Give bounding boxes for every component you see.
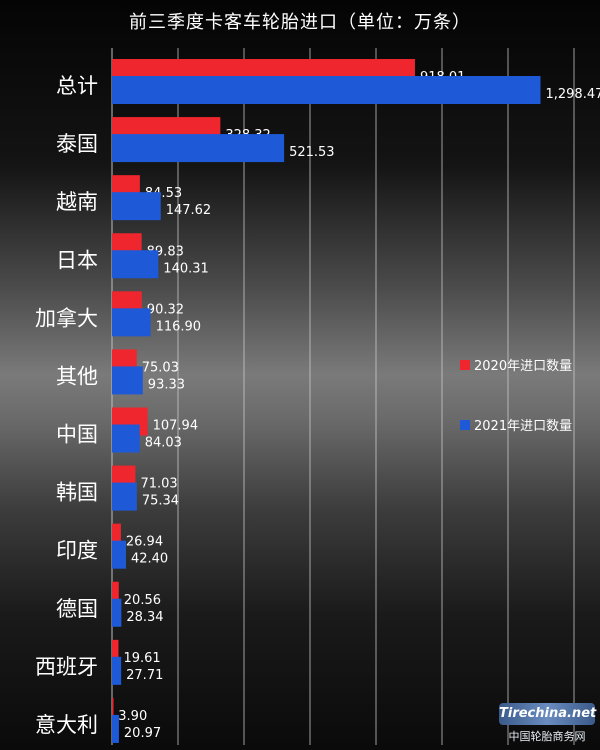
data-label: 93.33 xyxy=(148,377,185,392)
watermark-text: 中国轮胎商务网 xyxy=(508,730,586,743)
legend-item-2021: 2021年进口数量 xyxy=(460,415,572,434)
bar-2021 xyxy=(112,366,143,395)
category-label: 加拿大 xyxy=(35,306,98,330)
data-label: 26.94 xyxy=(126,535,163,550)
data-label: 140.31 xyxy=(163,261,209,276)
bar-2021 xyxy=(112,540,126,569)
legend-label-2020: 2020年进口数量 xyxy=(474,359,573,374)
legend-label-2021: 2021年进口数量 xyxy=(474,419,573,434)
bar-2021 xyxy=(112,482,137,511)
legend-item-2020: 2020年进口数量 xyxy=(460,355,572,374)
bar-2021 xyxy=(112,250,159,279)
legend-swatch-2021 xyxy=(460,419,470,430)
legend-swatch-2020 xyxy=(460,359,470,370)
data-label: 20.97 xyxy=(124,726,161,741)
category-label: 越南 xyxy=(56,190,98,214)
category-label: 印度 xyxy=(56,539,98,563)
bar-2021 xyxy=(112,308,151,337)
data-label: 27.71 xyxy=(126,668,163,683)
data-label: 116.90 xyxy=(156,319,202,334)
category-label: 西班牙 xyxy=(35,655,98,679)
watermark-brand: Tirechina.net xyxy=(499,703,596,725)
data-label: 90.32 xyxy=(147,302,184,317)
category-label: 中国 xyxy=(56,423,98,447)
data-label: 1,298.47 xyxy=(545,87,600,102)
data-label: 19.61 xyxy=(123,651,160,666)
data-label: 20.56 xyxy=(124,593,161,608)
category-label: 日本 xyxy=(56,248,98,272)
data-label: 3.90 xyxy=(118,709,147,724)
data-label: 75.03 xyxy=(142,360,179,375)
bar-2020 xyxy=(112,639,119,668)
bar-2020 xyxy=(112,697,114,726)
category-label: 其他 xyxy=(56,364,98,388)
data-label: 521.53 xyxy=(289,145,335,160)
category-label: 总计 xyxy=(56,74,98,98)
data-label: 28.34 xyxy=(126,610,163,625)
data-label: 107.94 xyxy=(153,419,199,434)
bar-2021 xyxy=(112,714,119,743)
bar-2021 xyxy=(112,656,122,685)
chart-title: 前三季度卡客车轮胎进口（单位：万条） xyxy=(129,12,471,33)
data-label: 75.34 xyxy=(142,494,179,509)
data-label: 147.62 xyxy=(166,203,212,218)
category-label: 德国 xyxy=(56,597,98,621)
bar-2021 xyxy=(112,134,285,163)
bar-2020 xyxy=(112,581,119,610)
watermark-logo: Tirechina.net 中国轮胎商务网 xyxy=(497,703,597,747)
data-label: 84.03 xyxy=(145,436,182,451)
bar-2021 xyxy=(112,192,161,221)
bar-2021 xyxy=(112,598,122,627)
category-label: 泰国 xyxy=(56,132,98,156)
data-label: 42.40 xyxy=(131,552,168,567)
bar-2021 xyxy=(112,424,140,453)
bar-2020 xyxy=(112,523,121,552)
category-label: 韩国 xyxy=(56,481,98,505)
data-label: 71.03 xyxy=(140,477,177,492)
bar-2021 xyxy=(112,76,541,104)
category-label: 意大利 xyxy=(35,713,98,737)
